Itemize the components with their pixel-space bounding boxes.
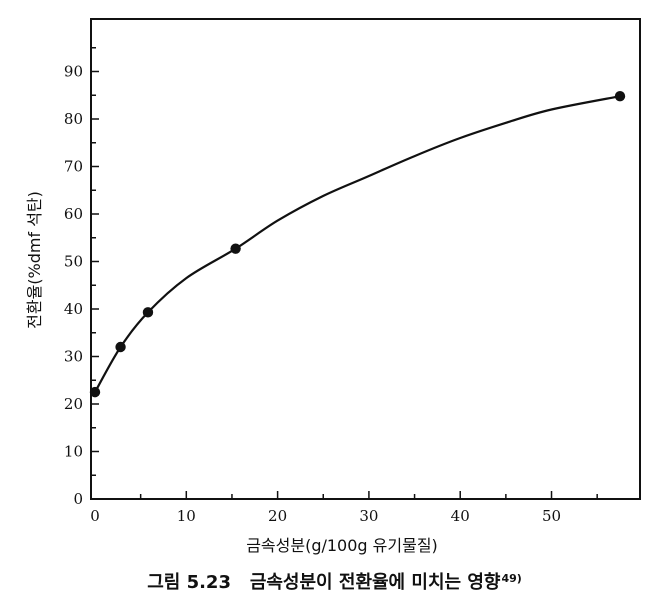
x-tick-label: 10	[177, 507, 196, 525]
trend-curve	[94, 95, 621, 393]
y-tick-label: 90	[64, 63, 83, 81]
x-axis-title: 금속성분(g/100g 유기물질)	[246, 536, 438, 555]
data-point	[614, 91, 626, 102]
y-tick-label: 30	[64, 348, 83, 366]
data-point	[142, 307, 154, 318]
data-point	[89, 386, 101, 398]
y-axis-ticks: 0 10 20 30 40 50 60 70 80 90	[64, 47, 99, 508]
y-tick-label: 20	[64, 395, 83, 413]
x-tick-label: 0	[90, 507, 100, 525]
x-tick-label: 30	[359, 507, 378, 525]
caption-reference: 49)	[501, 572, 522, 585]
y-tick-label: 10	[64, 443, 83, 461]
data-point	[230, 243, 241, 254]
x-tick-label: 40	[451, 507, 470, 525]
data-points	[89, 91, 626, 398]
caption-text: 금속성분이 전환율에 미치는 영향	[249, 572, 501, 593]
y-tick-label: 40	[64, 300, 83, 318]
plot-frame	[90, 18, 641, 500]
y-tick-label: 0	[73, 490, 83, 508]
y-tick-label: 70	[64, 158, 83, 176]
y-tick-label: 50	[64, 253, 83, 271]
y-axis-title: 전환율(%dmf 석탄)	[25, 191, 44, 329]
y-tick-label: 60	[64, 205, 83, 223]
data-point	[115, 341, 126, 353]
y-tick-label: 80	[64, 110, 83, 128]
x-axis-ticks: 0 10 20 30 40 50	[90, 491, 598, 525]
x-tick-label: 50	[542, 507, 561, 525]
figure-caption: 그림 5.23 금속성분이 전환율에 미치는 영향49)	[0, 568, 669, 594]
x-tick-label: 20	[268, 507, 287, 525]
figure-number: 그림 5.23	[147, 572, 231, 593]
